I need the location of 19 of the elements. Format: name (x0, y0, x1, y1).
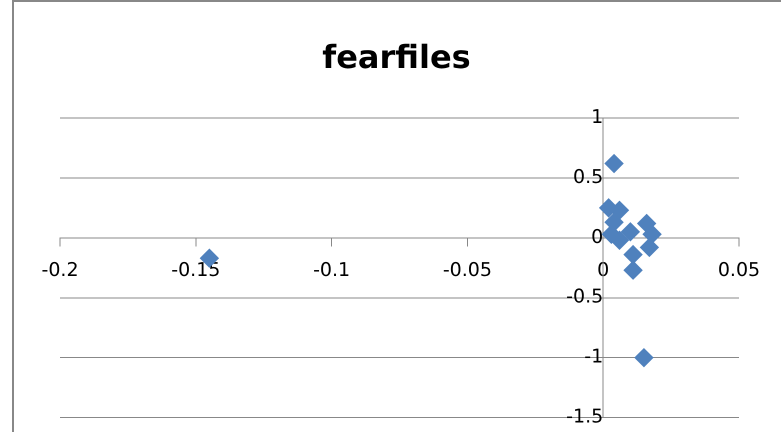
point (637, 214, 656, 233)
point (620, 222, 640, 242)
point (642, 224, 662, 244)
point (624, 245, 643, 264)
x-tick-label: -0.05 (442, 259, 492, 282)
chart-title: fearfiles (321, 38, 472, 76)
x-tick-label: -0.1 (313, 259, 350, 282)
y-tick-label: -1.5 (566, 406, 604, 428)
y-tick-label: -1 (584, 346, 604, 368)
point (604, 154, 624, 174)
x-tick-label: -0.2 (41, 259, 79, 282)
x-tick-label: 0.05 (718, 259, 760, 282)
y-tick-label: 0 (591, 226, 604, 248)
point (640, 238, 659, 257)
y-tick-label: 1 (591, 106, 604, 128)
y-tick-label: 0.5 (572, 166, 604, 188)
point (634, 348, 654, 368)
y-tick-label: -0.5 (566, 286, 604, 308)
point (624, 260, 643, 280)
